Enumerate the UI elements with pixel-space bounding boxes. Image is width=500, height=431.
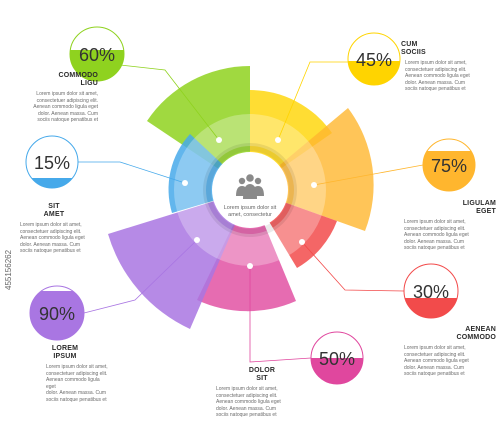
marker-dolor-sit — [247, 263, 253, 269]
percent-circle-aenean-commodo: 30% — [403, 263, 459, 319]
text-block-commodo-ligu: COMMODO LIGU Lorem ipsum dolor sit amet, … — [6, 72, 98, 124]
percent-aenean-commodo: 30% — [413, 282, 449, 302]
title-sit-amet: SIT AMET — [43, 203, 65, 218]
percent-cum-sociis: 45% — [356, 50, 392, 70]
center-caption-line1: Lorem ipsum dolor sit — [224, 205, 277, 211]
stock-id-watermark: 455156262 — [4, 249, 13, 290]
team-icon — [236, 174, 264, 199]
marker-dots — [182, 137, 317, 269]
connector-aenean-commodo — [301, 241, 405, 292]
title-cum-sociis: CUM SOCIIS — [401, 41, 426, 56]
percent-ligulam-eget: 75% — [431, 156, 467, 176]
marker-commodo-ligu — [216, 137, 222, 143]
connector-lorem-ipsum — [83, 239, 198, 314]
mid-ring — [174, 114, 326, 266]
marker-aenean-commodo — [299, 239, 305, 245]
percent-lorem-ipsum: 90% — [39, 304, 75, 324]
connector-ligulam-eget — [313, 164, 424, 186]
connector-commodo-ligu — [119, 64, 220, 141]
petal-commodo-ligu — [147, 66, 250, 190]
marker-cum-sociis — [275, 137, 281, 143]
title-dolor-sit: DOLOR SIT — [248, 367, 276, 382]
text-block-lorem-ipsum: LOREM IPSUM Lorem ipsum dolor sit amet, c… — [20, 345, 110, 403]
percent-commodo-ligu: 60% — [79, 45, 115, 65]
body-aenean-commodo: Lorem ipsum dolor sit amet, consectetuer… — [404, 345, 469, 377]
text-block-dolor-sit: DOLOR SIT Lorem ipsum dolor sit amet, con… — [216, 367, 308, 419]
text-block-aenean-commodo: AENEAN COMMODO Lorem ipsum dolor sit amet… — [404, 326, 496, 378]
marker-lorem-ipsum — [194, 237, 200, 243]
marker-ligulam-eget — [311, 182, 317, 188]
percent-circle-ligulam-eget: 75% — [422, 138, 476, 192]
title-lorem-ipsum: LOREM IPSUM — [51, 345, 79, 360]
text-block-sit-amet: SIT AMET Lorem ipsum dolor sit amet, cons… — [4, 203, 104, 255]
text-block-ligulam-eget: LIGULAM EGET Lorem ipsum dolor sit amet, … — [404, 200, 496, 252]
percent-circle-dolor-sit: 50% — [310, 331, 364, 385]
petal-lorem-ipsum — [108, 190, 250, 329]
percent-circle-lorem-ipsum: 90% — [29, 285, 85, 341]
body-commodo-ligu: Lorem ipsum dolor sit amet, consectetuer… — [33, 91, 98, 123]
body-lorem-ipsum: Lorem ipsum dolor sit amet, consectetuer… — [46, 364, 108, 403]
body-dolor-sit: Lorem ipsum dolor sit amet, consectetuer… — [216, 386, 281, 418]
title-ligulam-eget: LIGULAM EGET — [462, 200, 496, 215]
fill-lorem-ipsum — [30, 291, 84, 340]
percent-sit-amet: 15% — [34, 153, 70, 173]
marker-sit-amet — [182, 180, 188, 186]
percent-dolor-sit: 50% — [319, 349, 355, 369]
fill-sit-amet — [26, 178, 78, 188]
connector-sit-amet — [78, 161, 186, 184]
body-ligulam-eget: Lorem ipsum dolor sit amet, consectetuer… — [404, 219, 469, 251]
center-caption-line2: amet, consectetur — [228, 212, 272, 218]
connectors — [78, 61, 424, 363]
body-cum-sociis: Lorem ipsum dolor sit amet, consectetuer… — [405, 60, 470, 92]
connector-dolor-sit — [249, 266, 312, 363]
title-commodo-ligu: COMMODO LIGU — [58, 72, 98, 87]
petal-dolor-sit — [197, 190, 296, 312]
fill-aenean-commodo — [404, 298, 458, 318]
connector-cum-sociis — [277, 61, 348, 141]
percent-circle-cum-sociis: 45% — [347, 32, 401, 86]
inner-ring — [203, 143, 297, 237]
body-sit-amet: Lorem ipsum dolor sit amet, consectetuer… — [20, 222, 85, 254]
text-block-cum-sociis: CUM SOCIIS Lorem ipsum dolor sit amet, co… — [401, 41, 497, 93]
title-aenean-commodo: AENEAN COMMODO — [456, 326, 496, 341]
percent-circle-sit-amet: 15% — [25, 135, 79, 189]
